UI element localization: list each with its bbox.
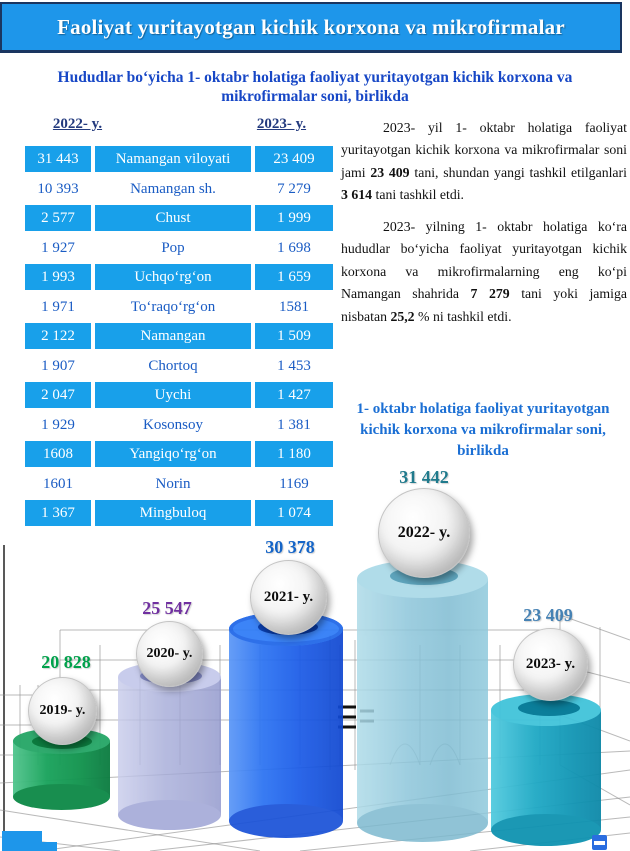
sphere-socket [518, 700, 580, 716]
region-name: Namangan viloyati [95, 146, 251, 172]
table-row: 2 047 Uychi 1 427 [25, 382, 333, 408]
value-label-2021: 30 378 [265, 537, 315, 557]
region-name: Mingbuloq [95, 500, 251, 526]
region-name: To‘raqo‘rg‘on [130, 298, 216, 315]
value-2023: 1 453 [277, 357, 311, 374]
regions-table: 2022- y. 2023- y. 31 443 Namangan viloyat… [25, 114, 333, 530]
value-2022: 1 971 [41, 298, 75, 315]
table-row: 10 393 Namangan sh. 7 279 [25, 176, 333, 202]
value-2023: 1 509 [255, 323, 333, 349]
value-label-2022: 31 442 [399, 467, 449, 487]
paragraph-1: 2023- yil 1- oktabr holatiga faoliyat yu… [341, 120, 627, 203]
value-2022: 10 393 [37, 180, 79, 197]
column-header-2023: 2023- y. [256, 116, 307, 132]
page-title: Faoliyat yuritayotgan kichik korxona va … [57, 14, 565, 39]
summary-text: 2023- yil 1- oktabr holatiga faoliyat yu… [341, 117, 627, 337]
value-2022: 31 443 [25, 146, 91, 172]
value-2022: 1 927 [41, 239, 75, 256]
table-row: 1601 Norin 1169 [25, 471, 333, 497]
region-name: Namangan sh. [130, 180, 216, 197]
value-2023: 1 074 [255, 500, 333, 526]
region-name: Chortoq [148, 357, 198, 374]
value-2023: 1 659 [255, 264, 333, 290]
value-label-2019: 20 828 [41, 652, 91, 672]
bar-cylinder-2022 [357, 560, 488, 842]
corner-bar-decoration [31, 842, 57, 851]
bold-namangan-city: 7 279 [470, 286, 510, 302]
building-icon [592, 835, 607, 850]
value-2022: 2 122 [25, 323, 91, 349]
region-name: Norin [155, 475, 191, 492]
year-sphere-2021: 2021- y. [250, 560, 327, 635]
table-row: 1608 Yangiqo‘rg‘on 1 180 [25, 441, 333, 467]
region-name: Kosonsoy [142, 416, 203, 433]
region-name: Namangan [95, 323, 251, 349]
value-2023: 7 279 [277, 180, 311, 197]
chart-title: 1- oktabr holatiga faoliyat yuritayotgan… [356, 401, 610, 459]
table-row: 2 122 Namangan 1 509 [25, 323, 333, 349]
page-title-banner: Faoliyat yuritayotgan kichik korxona va … [0, 2, 622, 53]
column-header-2022: 2022- y. [52, 116, 103, 132]
table-row: 1 993 Uchqo‘rg‘on 1 659 [25, 264, 333, 290]
value-label-2020: 25 547 [142, 598, 192, 618]
table-header-row: 2022- y. 2023- y. [25, 114, 333, 146]
bold-percent: 25,2 [390, 308, 415, 324]
region-name: Pop [161, 239, 185, 256]
year-sphere-2019: 2019- y. [28, 677, 97, 745]
value-2022: 1 367 [25, 500, 91, 526]
region-name: Uchqo‘rg‘on [95, 264, 251, 290]
value-label-2023: 23 409 [523, 605, 573, 625]
value-2023: 1 999 [255, 205, 333, 231]
year-sphere-2022: 2022- y. [378, 488, 470, 578]
paragraph-2: 2023- yilning 1- oktabr holatiga ko‘ra h… [341, 218, 627, 324]
value-2022: 2 577 [25, 205, 91, 231]
table-row: 31 443 Namangan viloyati 23 409 [25, 146, 333, 172]
value-2023: 1 381 [277, 416, 311, 433]
table-row: 1 971 To‘raqo‘rg‘on 1581 [25, 294, 333, 320]
value-2022: 1608 [25, 441, 91, 467]
table-row: 2 577 Chust 1 999 [25, 205, 333, 231]
region-name: Yangiqo‘rg‘on [95, 441, 251, 467]
value-2023: 1169 [279, 475, 309, 492]
year-sphere-2020: 2020- y. [136, 621, 203, 687]
value-2022: 1 929 [41, 416, 75, 433]
table-row: 1 907 Chortoq 1 453 [25, 353, 333, 379]
bar-cylinder-2019 [13, 728, 110, 810]
value-2023: 1581 [279, 298, 309, 315]
bold-new-entities: 3 614 [341, 187, 373, 203]
value-2023: 23 409 [255, 146, 333, 172]
value-2022: 2 047 [25, 382, 91, 408]
value-2023: 1 180 [255, 441, 333, 467]
value-2022: 1601 [43, 475, 73, 492]
year-sphere-2023: 2023- y. [513, 628, 588, 701]
value-2023: 1 427 [255, 382, 333, 408]
table-row: 1 929 Kosonsoy 1 381 [25, 412, 333, 438]
bar-cylinder-2021 [229, 612, 343, 838]
value-2022: 1 993 [25, 264, 91, 290]
bar-cylinder-2020 [118, 662, 221, 830]
table-row: 1 927 Pop 1 698 [25, 235, 333, 261]
value-2023: 1 698 [277, 239, 311, 256]
region-name: Uychi [95, 382, 251, 408]
table-section-subtitle: Hududlar bo‘yicha 1- oktabr holatiga fao… [57, 69, 573, 106]
bar-cylinder-2023 [491, 694, 601, 846]
table-row: 1 367 Mingbuloq 1 074 [25, 500, 333, 526]
region-name: Chust [95, 205, 251, 231]
value-2022: 1 907 [41, 357, 75, 374]
bold-total-2023: 23 409 [370, 164, 410, 180]
